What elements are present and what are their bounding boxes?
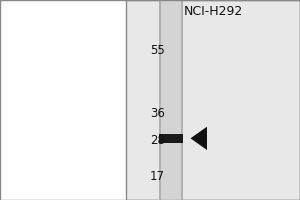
Text: NCI-H292: NCI-H292 (183, 5, 243, 18)
Text: 36: 36 (150, 107, 165, 120)
Text: 28: 28 (150, 134, 165, 146)
Bar (181, 0, 183, 200)
Text: 17: 17 (150, 170, 165, 183)
Bar (159, 0, 183, 200)
Bar (126, 0, 300, 200)
Polygon shape (190, 127, 207, 150)
Text: 55: 55 (150, 44, 165, 56)
Bar (159, 134, 183, 142)
Bar (159, 0, 161, 200)
